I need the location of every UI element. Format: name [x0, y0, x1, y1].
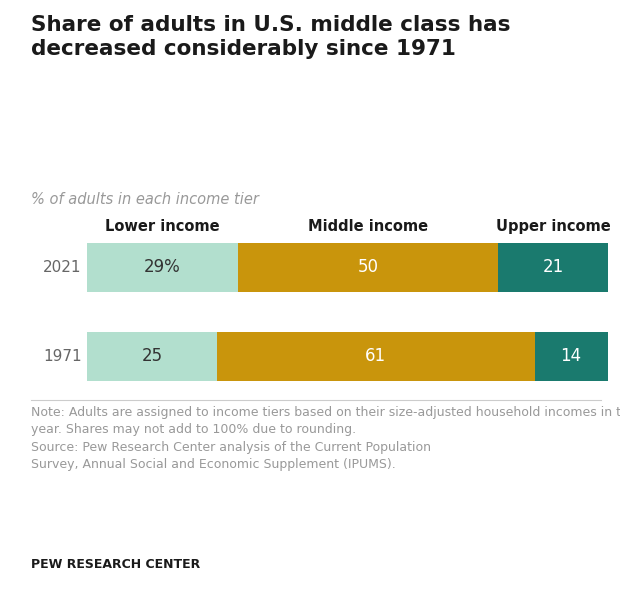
- Text: Upper income: Upper income: [495, 220, 610, 234]
- Text: Share of adults in U.S. middle class has
decreased considerably since 1971: Share of adults in U.S. middle class has…: [31, 15, 510, 59]
- Bar: [534, 332, 608, 381]
- Text: 50: 50: [358, 258, 379, 276]
- Text: 21: 21: [542, 258, 564, 276]
- Bar: [238, 243, 498, 292]
- Text: 25: 25: [141, 347, 162, 365]
- Text: 29%: 29%: [144, 258, 180, 276]
- Text: Lower income: Lower income: [105, 220, 219, 234]
- Bar: [87, 243, 238, 292]
- Text: PEW RESEARCH CENTER: PEW RESEARCH CENTER: [31, 558, 200, 571]
- Bar: [498, 243, 608, 292]
- Text: Note: Adults are assigned to income tiers based on their size-adjusted household: Note: Adults are assigned to income tier…: [31, 406, 620, 471]
- Text: 61: 61: [365, 347, 386, 365]
- Bar: [87, 332, 217, 381]
- Text: 2021: 2021: [43, 260, 82, 274]
- Text: 1971: 1971: [43, 349, 82, 364]
- Text: % of adults in each income tier: % of adults in each income tier: [31, 192, 259, 207]
- Text: 14: 14: [560, 347, 582, 365]
- Text: Middle income: Middle income: [308, 220, 428, 234]
- Bar: [217, 332, 534, 381]
